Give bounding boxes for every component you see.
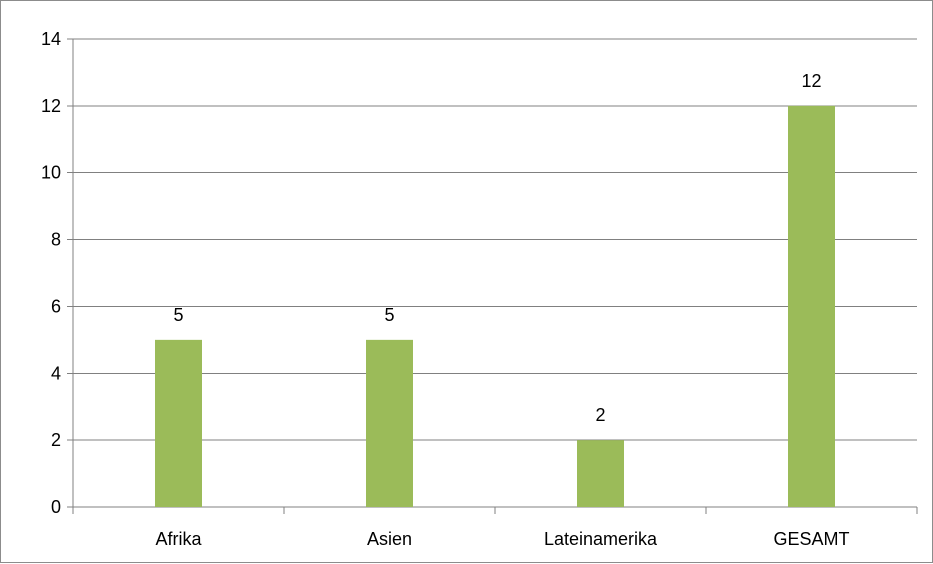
data-label-gesamt: 12	[801, 71, 821, 91]
y-tick-label: 0	[51, 497, 61, 517]
data-label-lateinamerika: 2	[595, 405, 605, 425]
bar-gesamt	[788, 105, 835, 507]
y-tick-label: 4	[51, 363, 61, 383]
gridlines	[73, 38, 917, 441]
bar-afrika	[155, 339, 202, 507]
labels: 0 2 4 6 8 10 12 14 5 Afrika 5 Asien 2 Lateinamerika 12…	[41, 29, 850, 549]
y-tick-label: 12	[41, 96, 61, 116]
axes	[67, 38, 918, 514]
y-tick-label: 14	[41, 29, 61, 49]
y-tick-label: 10	[41, 163, 61, 183]
y-tick-label: 6	[51, 296, 61, 316]
bar-asien	[366, 339, 413, 507]
y-tick-label: 2	[51, 430, 61, 450]
x-category-label-gesamt: GESAMT	[773, 529, 849, 549]
bars	[155, 105, 835, 507]
y-tick-label: 8	[51, 230, 61, 250]
x-category-label-lateinamerika: Lateinamerika	[544, 529, 658, 549]
x-category-label-afrika: Afrika	[155, 529, 202, 549]
x-category-label-asien: Asien	[367, 529, 412, 549]
data-label-afrika: 5	[173, 305, 183, 325]
bar-lateinamerika	[577, 440, 624, 507]
data-label-asien: 5	[384, 305, 394, 325]
